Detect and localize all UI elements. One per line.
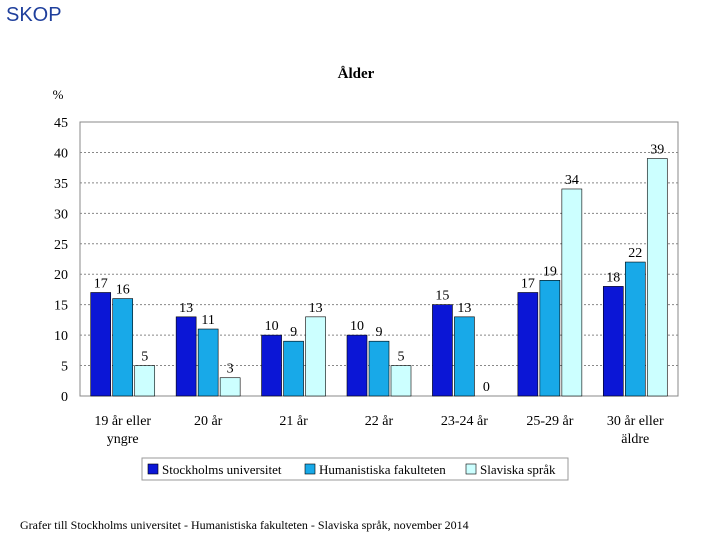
data-label: 17 [94,276,108,291]
bar [432,304,453,397]
data-label: 3 [227,362,234,377]
data-label: 13 [309,301,323,316]
x-tick-label: 22 år [365,414,394,429]
y-axis-ticks: 0 5 10 15 20 25 30 35 40 45 [54,116,68,405]
data-label: 5 [141,350,148,365]
bar [305,316,326,397]
data-label: 17 [521,276,535,291]
bar [283,340,304,397]
legend: Stockholms universitet Humanistiska fakul… [141,457,569,481]
y-tick-label: 20 [54,268,68,283]
legend-label: Stockholms universitet [162,462,282,477]
data-label: 13 [179,301,193,316]
y-tick-label: 30 [54,207,68,222]
brand-logo-text: SKOP [6,4,62,26]
bar [539,280,561,397]
x-tick-label: 23-24 år [441,414,488,429]
bar [602,286,624,397]
bar [219,377,241,397]
legend-swatch [465,463,477,475]
data-label: 10 [350,319,364,334]
y-tick-label: 40 [54,146,68,161]
legend-swatch [147,463,159,475]
y-tick-label: 25 [54,238,68,253]
bar [646,158,668,397]
bar [90,292,112,397]
legend-label: Humanistiska fakulteten [319,462,446,477]
data-label: 13 [457,301,471,316]
legend-label: Slaviska språk [480,462,556,477]
x-tick-label: 19 år eller [94,414,151,429]
data-label: 18 [606,270,620,285]
x-tick-label: 20 år [194,414,223,429]
bar [197,328,219,397]
data-label: 9 [290,325,297,340]
y-tick-label: 45 [54,116,68,131]
legend-box [141,457,569,481]
data-label: 16 [116,283,130,298]
x-tick-label: yngre [107,432,139,447]
footer-caption: Grafer till Stockholms universitet - Hum… [20,518,469,532]
x-tick-label: 25-29 år [526,414,573,429]
bar [517,292,539,397]
y-tick-label: 15 [54,299,68,314]
y-tick-label: 5 [61,360,68,375]
data-label: 34 [565,173,579,188]
y-tick-label: 35 [54,177,68,192]
y-tick-label: 10 [54,329,68,344]
data-label: 0 [483,380,490,395]
x-tick-label: 21 år [279,414,308,429]
data-label: 39 [650,143,664,158]
bar [346,334,368,397]
data-label: 9 [376,325,383,340]
data-label: 5 [398,350,405,365]
y-tick-label: 0 [61,390,68,405]
data-label: 19 [543,264,557,279]
data-label: 15 [435,289,449,304]
bar [561,188,583,397]
bar [390,365,412,397]
bar [368,340,390,397]
x-axis-labels: 19 år eller yngre 20 år 21 år 22 år 23-24 år 2… [94,414,664,447]
data-label: 22 [628,246,642,261]
bar [134,365,156,397]
x-tick-label: 30 år eller [607,414,664,429]
data-label: 11 [201,313,214,328]
chart-title: Ålder [338,66,375,82]
bar [261,334,282,397]
x-tick-label: äldre [621,432,649,447]
bar [112,298,134,397]
y-axis-label: % [53,87,64,102]
legend-swatch [304,463,316,475]
bar-series [90,158,668,397]
bar [624,261,646,397]
bar [175,316,197,397]
data-label: 10 [265,319,279,334]
bar [454,316,475,397]
